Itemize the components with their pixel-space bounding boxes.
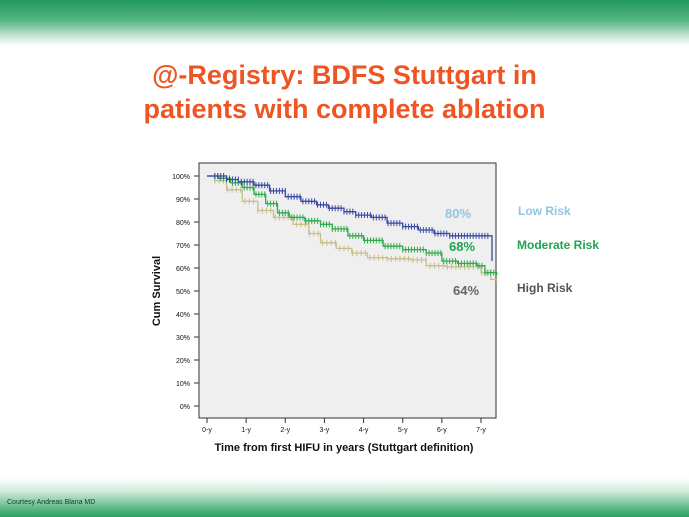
x-tick-label: 2-y: [280, 427, 290, 434]
y-tick-label: 90%: [176, 197, 190, 204]
y-tick-label: 50%: [176, 289, 190, 296]
slide-title-line-2: patients with complete ablation: [143, 94, 546, 124]
x-tick-label: 4-y: [359, 427, 369, 434]
legend-low-risk: Low Risk: [518, 204, 571, 218]
moderate-risk-censor-marks: [214, 173, 495, 276]
y-tick-label: 40%: [176, 312, 190, 319]
footer-credit: Courtesy Andreas Blana MD: [7, 499, 96, 506]
x-tick-label: 7-y: [476, 427, 486, 434]
y-tick-label: 30%: [176, 335, 190, 342]
y-tick-label: 20%: [176, 358, 190, 365]
slide-title-line-1: @-Registry: BDFS Stuttgart in: [152, 60, 537, 90]
y-axis-title: Cum Survival: [151, 256, 163, 326]
low-risk-censor-marks: [214, 173, 489, 239]
y-tick-label: 100%: [172, 174, 190, 181]
y-tick-label: 70%: [176, 243, 190, 250]
y-tick-label: 10%: [176, 381, 190, 388]
legend-high-risk: High Risk: [517, 281, 573, 295]
y-tick-label: 80%: [176, 220, 190, 227]
x-axis-title: Time from first HIFU in years (Stuttgart…: [215, 442, 474, 454]
high-risk-end-label: 64%: [453, 283, 480, 298]
series-layer: [207, 173, 498, 282]
legend-moderate-risk: Moderate Risk: [517, 238, 600, 252]
x-axis: 0-y 1-y 2-y 3-y 4-y 5-y 6-y 7-y: [202, 418, 486, 434]
plot-area: [198, 162, 497, 419]
x-tick-label: 1-y: [241, 427, 251, 434]
slide-title: @-Registry: BDFS Stuttgart in patients w…: [40, 58, 649, 126]
header-gradient-band: [0, 0, 689, 46]
low-risk-curve: [207, 175, 493, 262]
y-tick-label: 60%: [176, 266, 190, 273]
y-tick-label: 0%: [180, 404, 190, 411]
y-axis: 0% 10% 20% 30% 40% 50% 60% 70% 80% 90% 100%: [172, 174, 199, 411]
x-tick-label: 6-y: [437, 427, 447, 434]
x-tick-label: 5-y: [398, 427, 408, 434]
moderate-risk-end-label: 68%: [449, 239, 476, 254]
x-tick-label: 0-y: [202, 427, 212, 434]
x-tick-label: 3-y: [320, 427, 330, 434]
low-risk-end-label: 80%: [445, 206, 472, 221]
footer-gradient-band: [0, 478, 689, 517]
